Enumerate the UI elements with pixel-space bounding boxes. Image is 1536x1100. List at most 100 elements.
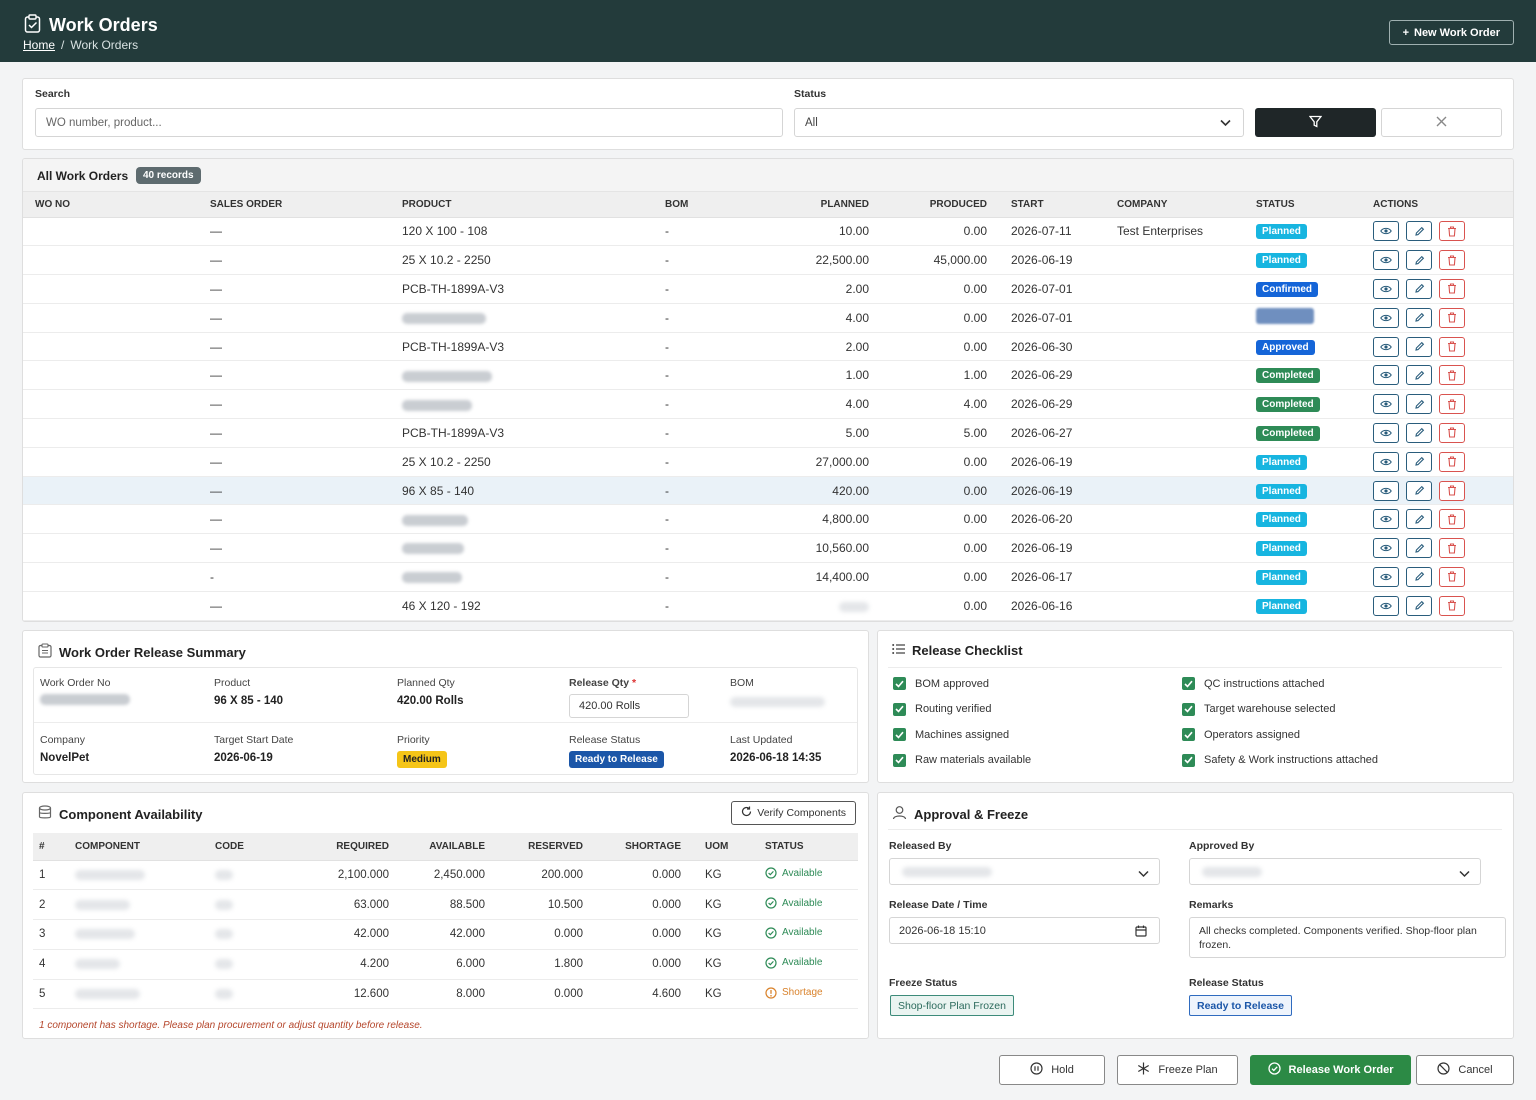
table-row[interactable]: — - 1.00 1.00 2026-06-29 Completed [23,360,1513,391]
col-product[interactable]: PRODUCT [390,192,653,218]
apply-filter-button[interactable] [1255,108,1376,137]
table-row[interactable]: — 25 X 10.2 - 2250 - 22,500.00 45,000.00 2026… [23,245,1513,276]
view-button[interactable] [1373,336,1399,357]
checklist-item[interactable]: BOM approved [893,677,989,690]
edit-button[interactable] [1406,422,1432,443]
checklist-item[interactable]: Raw materials available [893,753,1031,767]
delete-button[interactable] [1439,278,1465,299]
checkbox-checked-icon[interactable] [1182,677,1195,690]
edit-button[interactable] [1406,509,1432,530]
table-row[interactable]: — PCB-TH-1899A-V3 - 5.00 5.00 2026-06-27 Compl… [23,418,1513,448]
remarks-textarea[interactable]: All checks completed. Components verifie… [1189,917,1506,958]
table-row[interactable]: — 46 X 120 - 192 - 0.00 2026-06-16 Planned [23,591,1513,621]
table-row[interactable]: — - 4,800.00 0.00 2026-06-20 Planned [23,504,1513,535]
edit-button[interactable] [1406,480,1432,501]
view-button[interactable] [1373,595,1399,616]
view-button[interactable] [1373,509,1399,530]
table-row[interactable]: — - 4.00 4.00 2026-06-29 Completed [23,389,1513,420]
checklist-item[interactable]: Routing verified [893,702,991,716]
edit-button[interactable] [1406,307,1432,328]
view-button[interactable] [1373,221,1399,242]
release-qty-input[interactable]: 420.00 Rolls [569,694,689,718]
delete-button[interactable] [1439,394,1465,415]
edit-button[interactable] [1406,451,1432,472]
new-work-order-button[interactable]: + New Work Order [1388,20,1514,45]
checkbox-checked-icon[interactable] [1182,702,1195,716]
table-row[interactable]: — 96 X 85 - 140 - 420.00 0.00 2026-06-19 Plann… [23,476,1513,506]
status-select[interactable]: All [794,108,1244,137]
produced-cell-text: 0.00 [963,310,987,325]
edit-button[interactable] [1406,538,1432,559]
edit-button[interactable] [1406,365,1432,386]
approved-by-select[interactable] [1189,858,1481,885]
clear-filter-button[interactable] [1381,108,1502,137]
calendar-icon[interactable] [1135,925,1147,940]
edit-button[interactable] [1406,278,1432,299]
col-planned[interactable]: PLANNED [763,192,881,218]
table-row[interactable]: - - 14,400.00 0.00 2026-06-17 Planned [23,562,1513,592]
checklist-item[interactable]: Operators assigned [1182,728,1300,741]
checkbox-checked-icon[interactable] [893,677,906,690]
edit-button[interactable] [1406,250,1432,271]
breadcrumb-home-link[interactable]: Home [23,38,56,52]
table-row[interactable]: — 25 X 10.2 - 2250 - 27,000.00 0.00 2026-06-1… [23,447,1513,477]
edit-button[interactable] [1406,336,1432,357]
delete-button[interactable] [1439,250,1465,271]
view-button[interactable] [1373,394,1399,415]
table-row[interactable]: — - 10,560.00 0.00 2026-06-19 Planned [23,533,1513,564]
view-button[interactable] [1373,422,1399,443]
col-sales-order[interactable]: SALES ORDER [198,192,390,218]
table-row[interactable]: — - 4.00 0.00 2026-07-01 [23,303,1513,333]
checkbox-checked-icon[interactable] [893,753,906,767]
delete-button[interactable] [1439,336,1465,357]
col-company[interactable]: COMPANY [1105,192,1244,218]
release-datetime-input[interactable]: 2026-06-18 15:10 [889,917,1160,944]
delete-button[interactable] [1439,538,1465,559]
col-status[interactable]: STATUS [1244,192,1361,218]
verify-components-button[interactable]: Verify Components [731,801,856,825]
search-input[interactable]: WO number, product... [35,108,783,137]
delete-button[interactable] [1439,221,1465,242]
checklist-item[interactable]: Target warehouse selected [1182,702,1335,716]
cancel-button[interactable]: Cancel [1416,1055,1514,1085]
col-start[interactable]: START [999,192,1105,218]
released-by-select[interactable] [889,858,1160,885]
release-work-order-button[interactable]: Release Work Order [1250,1055,1411,1085]
delete-button[interactable] [1439,509,1465,530]
checkbox-checked-icon[interactable] [1182,753,1195,767]
checkbox-checked-icon[interactable] [893,702,906,716]
col-produced[interactable]: PRODUCED [881,192,999,218]
view-button[interactable] [1373,250,1399,271]
table-row[interactable]: — PCB-TH-1899A-V3 - 2.00 0.00 2026-07-01 Confi… [23,274,1513,304]
checklist-item[interactable]: Safety & Work instructions attached [1182,753,1378,767]
checklist-item[interactable]: QC instructions attached [1182,677,1324,690]
view-button[interactable] [1373,278,1399,299]
view-button[interactable] [1373,307,1399,328]
delete-button[interactable] [1439,595,1465,616]
view-button[interactable] [1373,566,1399,587]
view-button[interactable] [1373,538,1399,559]
table-row[interactable]: — 120 X 100 - 108 - 10.00 0.00 2026-07-11 Test… [23,217,1513,247]
view-button[interactable] [1373,480,1399,501]
delete-button[interactable] [1439,307,1465,328]
freeze-plan-button[interactable]: Freeze Plan [1117,1055,1238,1085]
checklist-item[interactable]: Machines assigned [893,728,1009,741]
edit-button[interactable] [1406,566,1432,587]
delete-button[interactable] [1439,422,1465,443]
table-row[interactable]: — PCB-TH-1899A-V3 - 2.00 0.00 2026-06-30 Appro… [23,332,1513,362]
delete-button[interactable] [1439,566,1465,587]
search-placeholder: WO number, product... [46,116,162,129]
edit-button[interactable] [1406,221,1432,242]
edit-button[interactable] [1406,595,1432,616]
col-wo-no[interactable]: WO NO [23,192,198,218]
delete-button[interactable] [1439,365,1465,386]
hold-button[interactable]: Hold [999,1055,1105,1085]
edit-button[interactable] [1406,394,1432,415]
checkbox-checked-icon[interactable] [1182,728,1195,741]
delete-button[interactable] [1439,451,1465,472]
col-bom[interactable]: BOM [653,192,763,218]
view-button[interactable] [1373,451,1399,472]
checkbox-checked-icon[interactable] [893,728,906,741]
delete-button[interactable] [1439,480,1465,501]
view-button[interactable] [1373,365,1399,386]
